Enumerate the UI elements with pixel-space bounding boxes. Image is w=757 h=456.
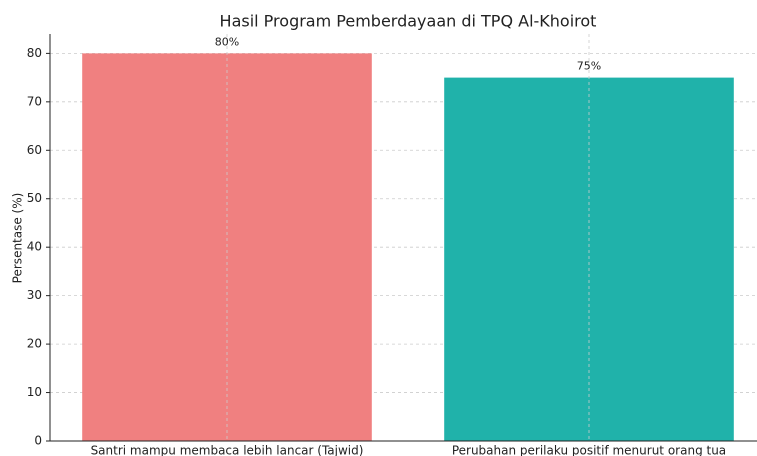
y-tick-label: 50 — [27, 191, 42, 205]
y-tick-label: 70 — [27, 94, 42, 108]
x-tick-label: Perubahan perilaku positif menurut orang… — [452, 444, 726, 456]
x-tick-label: Santri mampu membaca lebih lancar (Tajwi… — [91, 444, 364, 456]
y-tick-label: 20 — [27, 337, 42, 351]
value-label: 80% — [215, 35, 239, 48]
y-tick-label: 30 — [27, 288, 42, 302]
value-label: 75% — [577, 60, 601, 73]
y-tick-label: 0 — [34, 434, 42, 448]
y-axis-label: Persentase (%) — [11, 193, 25, 284]
y-tick-label: 60 — [27, 143, 42, 157]
y-tick-label: 40 — [27, 240, 42, 254]
chart-title: Hasil Program Pemberdayaan di TPQ Al-Kho… — [220, 12, 597, 31]
y-tick-label: 10 — [27, 385, 42, 399]
y-tick-label: 80 — [27, 46, 42, 60]
